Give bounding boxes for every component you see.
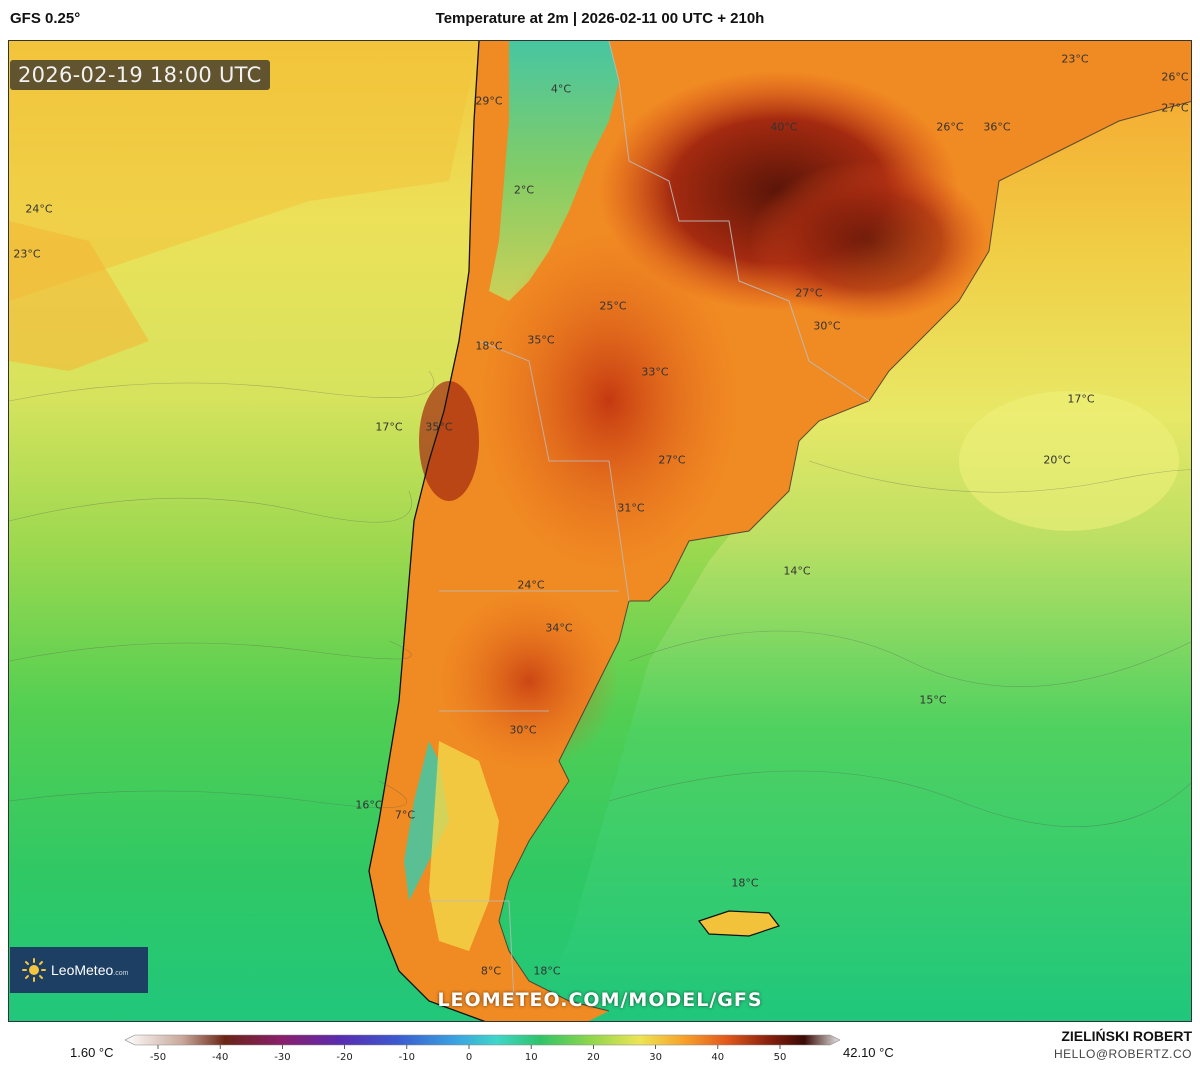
temp-label: 31°C [617,501,645,515]
temp-label: 34°C [545,621,573,635]
temp-label: 30°C [813,319,841,333]
temp-label: 25°C [599,299,627,313]
temp-label: 24°C [25,202,53,216]
atlantic-coastline [498,101,1191,1012]
temp-label: 4°C [550,82,572,96]
scale-max-label: 42.10 °C [843,1045,894,1060]
map-canvas [9,41,1191,1021]
temp-label: 26°C [936,120,964,134]
temp-label: 8°C [480,964,502,978]
map-title: Temperature at 2m | 2026-02-11 00 UTC + … [435,10,765,27]
scale-tick-label: 10 [525,1052,538,1063]
valid-time-badge: 2026-02-19 18:00 UTC [10,60,270,90]
scale-min-label: 1.60 °C [70,1045,114,1060]
model-label: GFS 0.25° [10,10,81,27]
temperature-map: 29°C 4°C 2°C 24°C 23°C 40°C 26°C 36°C 23… [8,40,1192,1022]
scale-tick-label: -10 [399,1052,415,1063]
scale-tick-label: -40 [212,1052,228,1063]
temp-label: 18°C [533,964,561,978]
temp-label: 15°C [919,693,947,707]
temp-label: 27°C [1161,101,1189,115]
scale-tick-label: -50 [150,1052,166,1063]
temp-label: 17°C [1067,392,1095,406]
logo-text: LeoMeteo.com [51,962,129,978]
atlantic-ocean-field [529,41,1191,1021]
temp-label: 2°C [513,183,535,197]
temp-label: 30°C [509,723,537,737]
temp-label: 20°C [1043,453,1071,467]
temp-label: 35°C [527,333,555,347]
temp-label: 17°C [375,420,403,434]
sun-icon [22,958,46,982]
temp-label: 29°C [475,94,503,108]
temp-label: 36°C [983,120,1011,134]
scale-tick-label: -20 [336,1052,352,1063]
temp-label: 26°C [1161,70,1189,84]
header: GFS 0.25° Temperature at 2m | 2026-02-11… [0,0,1200,40]
author-email: HELLO@ROBERTZ.CO [1054,1047,1192,1061]
color-scale-bar: -50 -40 -30 -20 -10 0 10 20 30 40 50 [125,1034,840,1063]
temp-label: 18°C [475,339,503,353]
scale-tick-label: 40 [711,1052,724,1063]
leometeo-logo[interactable]: LeoMeteo.com [10,947,148,993]
temp-label: 27°C [658,453,686,467]
temp-label: 18°C [731,876,759,890]
scale-tick-label: 30 [649,1052,662,1063]
temp-label: 27°C [795,286,823,300]
site-url: LEOMETEO.COM/MODEL/GFS [437,989,763,1011]
temp-label: 23°C [1061,52,1089,66]
pacific-coastline [368,41,486,1021]
temp-label: 40°C [770,120,798,134]
author-name: ZIELIŃSKI ROBERT [1061,1028,1192,1044]
scale-tick-label: 20 [587,1052,600,1063]
scale-tick-label: 0 [466,1052,472,1063]
temp-label: 16°C [355,798,383,812]
temp-label: 7°C [394,808,416,822]
temp-label: 33°C [641,365,669,379]
temp-label: 23°C [13,247,41,261]
temp-label: 24°C [517,578,545,592]
temp-label: 14°C [783,564,811,578]
scale-tick-label: -30 [274,1052,290,1063]
scale-tick-label: 50 [774,1052,787,1063]
temp-label: 35°C [425,420,453,434]
